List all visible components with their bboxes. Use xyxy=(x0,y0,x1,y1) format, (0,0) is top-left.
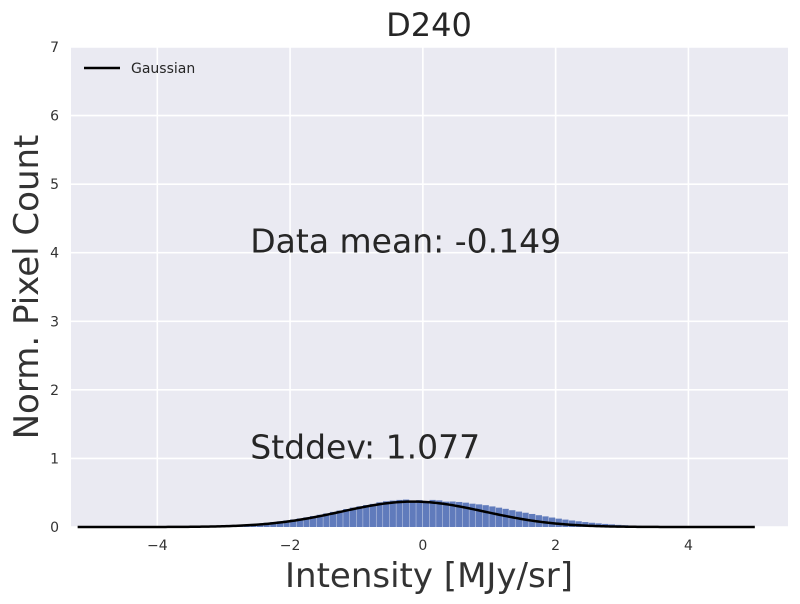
histogram-bar xyxy=(323,513,330,527)
histogram-bar xyxy=(436,500,443,527)
histogram-bar xyxy=(502,508,509,527)
histogram-bar xyxy=(442,501,450,527)
histogram-bar xyxy=(402,499,410,527)
y-tick-label: 4 xyxy=(50,246,59,262)
histogram-bar xyxy=(429,499,436,527)
histogram-bar xyxy=(336,510,343,527)
mean-annotation: Data mean: -0.149 xyxy=(250,222,561,261)
histogram-bar xyxy=(489,506,496,527)
y-tick-label: 0 xyxy=(50,520,59,536)
histogram-bar xyxy=(475,504,483,527)
stddev-annotation: Stddev: 1.077 xyxy=(250,427,480,466)
histogram-bar xyxy=(276,521,284,527)
histogram-bar xyxy=(290,519,297,527)
chart-title: D240 xyxy=(386,6,472,44)
histogram-bar xyxy=(363,505,370,527)
histogram-bar xyxy=(389,500,396,527)
histogram-bar xyxy=(303,517,310,527)
x-tick-label: −4 xyxy=(147,538,168,554)
y-tick-labels: 0 1 2 3 4 5 6 7 xyxy=(50,40,59,536)
y-tick-label: 5 xyxy=(50,177,59,193)
x-tick-labels: −4 −2 0 2 4 xyxy=(147,538,693,554)
y-tick-label: 6 xyxy=(50,109,59,125)
plot-background xyxy=(71,47,788,527)
x-tick-label: 0 xyxy=(418,538,427,554)
histogram-bar xyxy=(396,499,403,527)
histogram-bar xyxy=(356,506,363,527)
legend-label-gaussian: Gaussian xyxy=(131,61,195,77)
histogram-bar xyxy=(296,518,303,527)
histogram-bar xyxy=(449,501,456,527)
gaussian-curve xyxy=(77,500,755,529)
y-tick-label: 7 xyxy=(50,40,59,56)
gaussian-curve-group xyxy=(77,500,755,529)
histogram-bar xyxy=(310,516,317,527)
histogram-bar xyxy=(376,502,383,527)
x-tick-label: 4 xyxy=(684,538,693,554)
histogram-bar xyxy=(369,503,376,527)
histogram-bar xyxy=(316,514,323,527)
histogram-bar xyxy=(270,522,277,527)
y-tick-label: 2 xyxy=(50,383,59,399)
histogram-bar xyxy=(383,501,390,527)
annotations: Data mean: -0.149 Stddev: 1.077 xyxy=(250,222,561,467)
x-axis-title: Intensity [MJy/sr] xyxy=(285,556,573,596)
y-tick-label: 3 xyxy=(50,314,59,330)
x-tick-label: −2 xyxy=(280,538,301,554)
x-tick-label: 2 xyxy=(551,538,560,554)
histogram-bar xyxy=(416,500,423,527)
histogram-bar xyxy=(283,520,290,527)
histogram-bar xyxy=(343,509,350,527)
legend: Gaussian xyxy=(84,61,195,77)
histogram-bar xyxy=(462,502,469,527)
histogram-bar xyxy=(509,510,516,527)
y-tick-label: 1 xyxy=(50,451,59,467)
histogram-bar xyxy=(469,503,476,527)
histogram-bar xyxy=(329,511,337,527)
y-axis-title: Norm. Pixel Count xyxy=(7,135,47,440)
histogram-bar xyxy=(409,500,416,527)
histogram-bar xyxy=(422,501,430,527)
histogram-bar xyxy=(482,505,489,527)
grid-lines xyxy=(71,46,788,528)
histogram-bar xyxy=(349,507,357,527)
histogram-bar xyxy=(495,507,503,527)
histogram-bar xyxy=(456,501,463,527)
